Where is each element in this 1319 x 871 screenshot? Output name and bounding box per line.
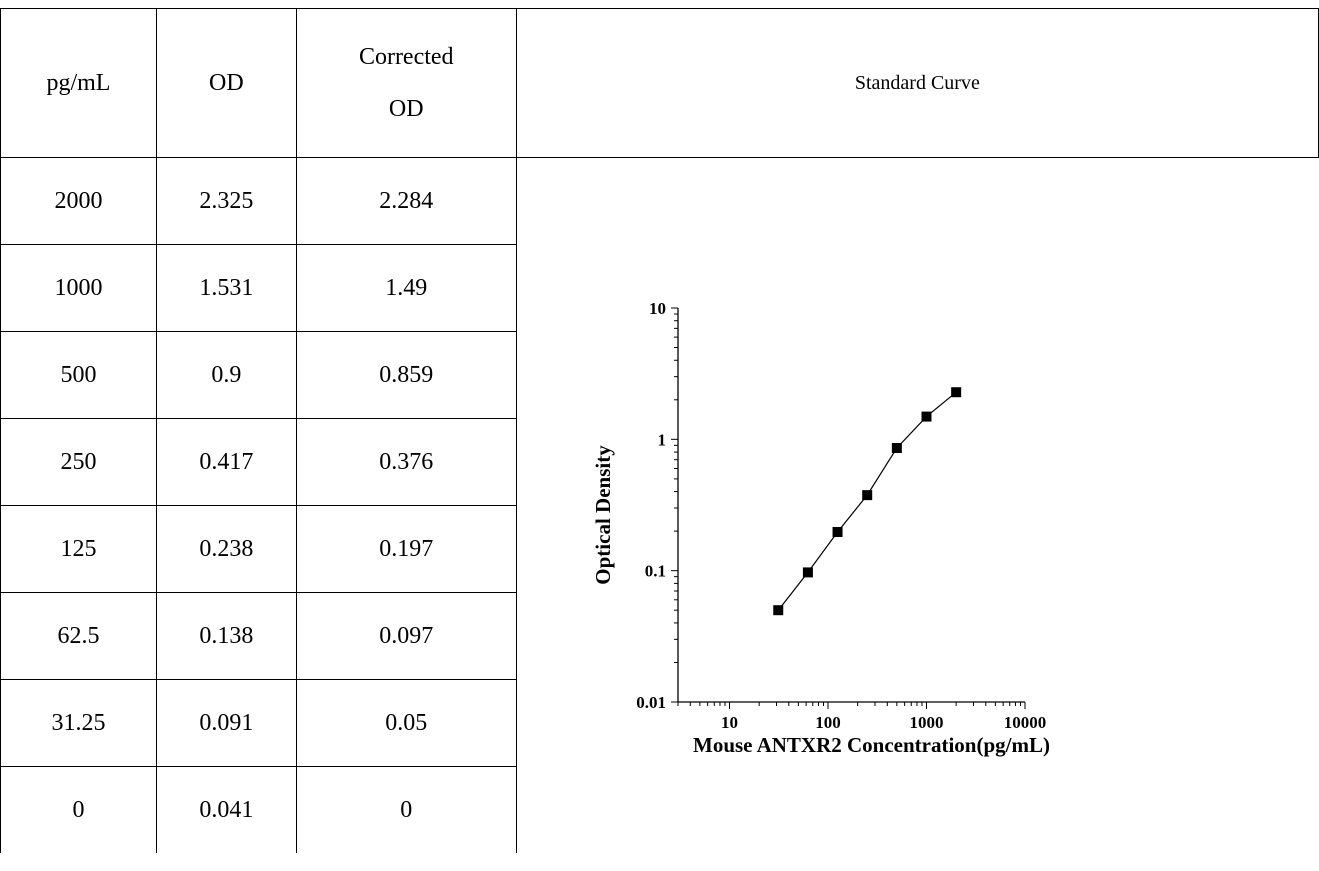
header-corrected-line2: OD (388, 96, 424, 122)
y-axis-label: Optical Density (591, 445, 615, 585)
x-tick-label: 10 (721, 713, 738, 732)
cell-conc: 500 (0, 331, 157, 419)
y-tick-label: 0.1 (645, 562, 666, 581)
header-concentration: pg/mL (0, 8, 157, 158)
cell-od: 0.138 (155, 592, 297, 680)
table-row: 250 0.417 0.376 (0, 418, 1319, 506)
cell-conc: 250 (0, 418, 157, 506)
cell-conc: 2000 (0, 157, 157, 245)
x-tick-label: 10000 (1004, 713, 1047, 732)
table-header-row: pg/mL OD Corrected OD Standard Curve (0, 8, 1319, 158)
table-row: 31.25 0.091 0.05 (0, 679, 1319, 767)
cell-corrected: 0.197 (295, 505, 517, 593)
table-row: 0 0.041 0 (0, 766, 1319, 853)
cell-conc: 31.25 (0, 679, 157, 767)
cell-corrected: 0.097 (295, 592, 517, 680)
data-point (891, 443, 902, 454)
cell-od: 0.091 (155, 679, 297, 767)
data-point (773, 605, 784, 616)
y-tick-label: 1 (658, 430, 667, 449)
cell-conc: 62.5 (0, 592, 157, 680)
table-row: 1000 1.531 1.49 (0, 244, 1319, 332)
data-point (862, 490, 873, 501)
cell-corrected: 2.284 (295, 157, 517, 245)
header-standard-curve: Standard Curve (515, 8, 1319, 158)
cell-od: 1.531 (155, 244, 297, 332)
cell-conc: 0 (0, 766, 157, 853)
y-tick-label: 10 (649, 299, 666, 318)
cell-corrected: 1.49 (295, 244, 517, 332)
data-point (921, 411, 932, 422)
x-tick-label: 1000 (910, 713, 944, 732)
table-row: 500 0.9 0.859 (0, 331, 1319, 419)
cell-corrected: 0.376 (295, 418, 517, 506)
x-tick-label: 100 (815, 713, 841, 732)
cell-od: 0.041 (155, 766, 297, 853)
cell-corrected: 0 (295, 766, 517, 853)
data-point (832, 526, 843, 537)
data-point (802, 567, 813, 578)
table-row: 2000 2.325 2.284 (0, 157, 1319, 853)
cell-conc: 1000 (0, 244, 157, 332)
cell-od: 0.9 (155, 331, 297, 419)
cell-od: 0.238 (155, 505, 297, 593)
cell-od: 2.325 (155, 157, 297, 245)
header-corrected-line1: Corrected (358, 44, 454, 70)
chart-cell (515, 157, 1319, 853)
data-point (951, 387, 962, 398)
y-tick-label: 0.01 (636, 693, 666, 712)
standard-curve-table: pg/mL OD Corrected OD Standard Curve 200… (0, 8, 1319, 853)
cell-conc: 125 (0, 505, 157, 593)
cell-od: 0.417 (155, 418, 297, 506)
series-0-line (777, 391, 957, 611)
header-corrected-od: Corrected OD (295, 8, 517, 158)
cell-corrected: 0.05 (295, 679, 517, 767)
table-row: 62.5 0.138 0.097 (0, 592, 1319, 680)
header-od: OD (155, 8, 297, 158)
x-axis-label: Mouse ANTXR2 Concentration(pg/mL) (693, 733, 1050, 757)
cell-corrected: 0.859 (295, 331, 517, 419)
